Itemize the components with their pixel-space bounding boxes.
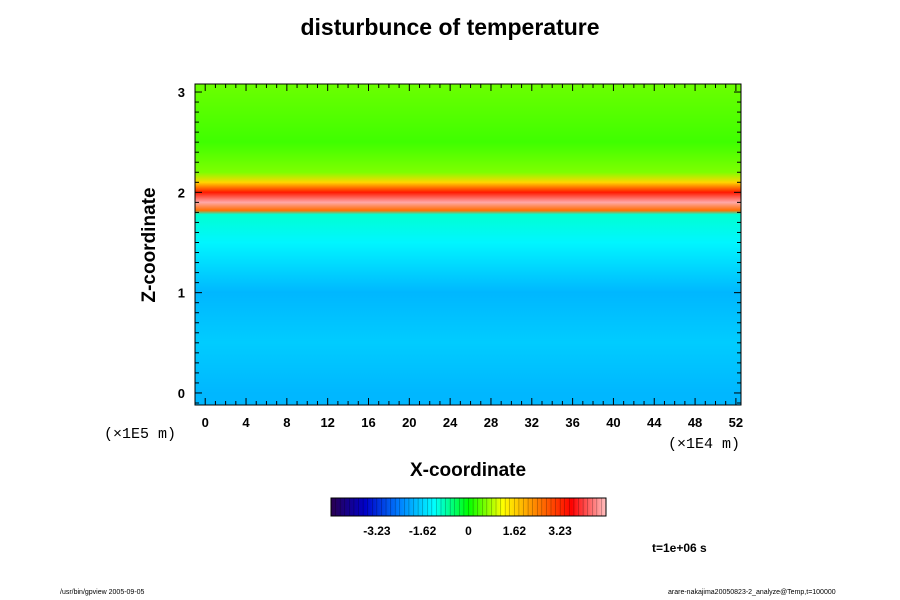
x-tick-label: 48 <box>688 415 702 430</box>
x-tick-label: 40 <box>606 415 620 430</box>
temperature-field <box>195 84 741 405</box>
x-tick-label: 28 <box>484 415 498 430</box>
plot-frame <box>194 83 742 406</box>
colorbar-tick-label: -3.23 <box>363 524 391 538</box>
plot-area <box>195 84 741 405</box>
x-axis-unit: (×1E4 m) <box>668 436 741 453</box>
x-tick-label: 12 <box>320 415 334 430</box>
x-tick-label: 0 <box>202 415 209 430</box>
x-tick-label: 24 <box>443 415 458 430</box>
x-tick-label: 36 <box>565 415 579 430</box>
x-tick-label: 52 <box>729 415 743 430</box>
y-tick-label: 1 <box>178 286 185 301</box>
y-tick-label: 2 <box>178 185 185 200</box>
colorbar-tick-label: 0 <box>465 524 472 538</box>
x-tick-label: 4 <box>242 415 250 430</box>
x-axis-label: X-coordinate <box>409 460 527 481</box>
x-tick-label: 16 <box>361 415 375 430</box>
x-tick-label: 32 <box>525 415 539 430</box>
footer-command: /usr/bin/gpview 2005-09-05 <box>60 589 145 596</box>
colorbar: -3.23 -1.62 0 1.62 3.23 <box>330 497 607 538</box>
x-tick-label: 44 <box>647 415 662 430</box>
y-axis-label: Z-coordinate <box>139 187 160 303</box>
x-tick-label: 8 <box>283 415 290 430</box>
chart-title: disturbunce of temperature <box>300 14 600 40</box>
colorbar-tick-label: 3.23 <box>548 524 572 538</box>
y-tick-label: 3 <box>178 85 185 100</box>
y-tick-label: 0 <box>178 386 185 401</box>
colorbar-tick-label: 1.62 <box>503 524 527 538</box>
x-tick-label: 20 <box>402 415 416 430</box>
time-annotation: t=1e+06 s <box>652 541 707 555</box>
footer-source: arare-nakajima20050823-2_analyze@Temp,t=… <box>668 589 836 596</box>
y-axis-unit: (×1E5 m) <box>104 426 177 443</box>
colorbar-tick-label: -1.62 <box>409 524 437 538</box>
